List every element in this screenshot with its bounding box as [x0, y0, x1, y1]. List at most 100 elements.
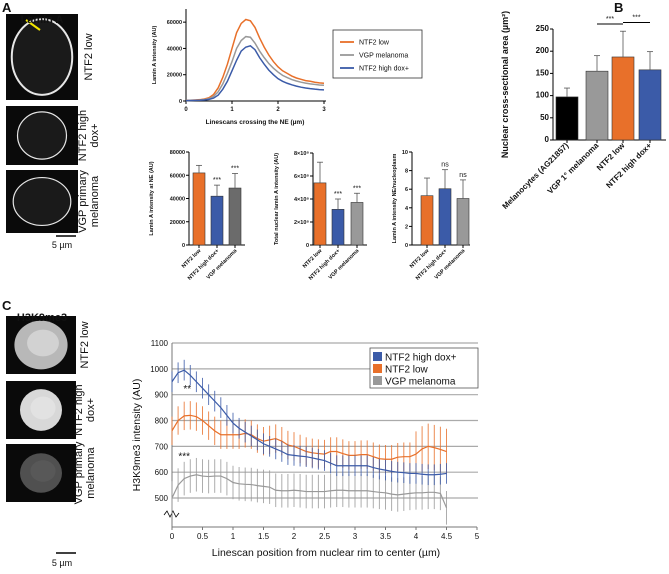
significance-label: ***: [231, 166, 239, 173]
bar: [438, 188, 452, 246]
legend: NTF2 low VGP melanoma NTF2 high dox+: [332, 29, 423, 79]
scale-bar-label: 5 µm: [52, 240, 72, 250]
y-axis-label: Lamin A intensity (AU): [152, 26, 158, 85]
nucleus-texture: [30, 396, 56, 420]
significance-label: ***: [632, 15, 640, 22]
y-tick-label: 6: [405, 187, 408, 193]
significance-label: **: [183, 384, 191, 395]
y-tick-label: 80000: [170, 150, 185, 156]
bar: [210, 195, 224, 246]
x-tick-label: 3.5: [380, 532, 392, 541]
significance-label: ns: [459, 172, 467, 179]
y-axis-label: Nuclear cross-sectional area (µm²): [500, 11, 510, 158]
y-tick-label: 50: [540, 113, 549, 122]
chart-lamin-ne: 0 20000 40000 60000 80000 Lamin A intensity a…: [149, 150, 245, 282]
nucleus-rim: [12, 176, 72, 227]
nucleus-texture: [30, 460, 56, 482]
legend-swatch: [373, 376, 382, 385]
x-tick-label: 3: [353, 532, 358, 541]
significance-label: ***: [178, 451, 190, 462]
bar: [585, 70, 609, 141]
series: [171, 401, 447, 477]
x-axis-label: Linescans crossing the NE (µm): [206, 119, 305, 126]
x-tick-label: 2: [276, 107, 280, 113]
legend-label: NTF2 low: [385, 365, 429, 376]
y-tick-label: 0: [182, 243, 185, 249]
bar: [420, 195, 434, 246]
y-tick-label: 100: [536, 91, 550, 100]
x-axis-label: Linescan position from nuclear rim to ce…: [212, 547, 440, 559]
chart-h3k9me3-linescan: 500 600 700 800 900 1000 1100 0 0.5 1 1.5 2 2.5 3 3.5 4…: [131, 339, 480, 559]
series-line: [185, 44, 325, 102]
chart-lamin-linescan: 0 20000 40000 60000 0 1 2 3 Lamin A intensity (A…: [152, 9, 423, 126]
series-line: [185, 18, 325, 102]
y-tick-label: 60000: [167, 20, 182, 26]
legend-label: NTF2 high dox+: [385, 353, 457, 364]
y-tick-label: 800: [155, 417, 169, 426]
series: [171, 457, 448, 525]
y-tick-label: 4×10⁸: [294, 197, 309, 203]
image-label: melanoma: [89, 175, 101, 227]
y-tick-label: 40000: [170, 197, 185, 203]
bar: [192, 172, 206, 246]
image-label: NTF2 low: [83, 33, 95, 80]
x-tick-label: 0.5: [197, 532, 209, 541]
image-label: dox+: [85, 398, 97, 422]
series-line: [171, 474, 448, 509]
x-tick-label: 3: [322, 107, 326, 113]
significance-label: ***: [606, 16, 614, 23]
y-axis-label: H3K9me3 intensity (AU): [131, 379, 143, 492]
y-tick-label: 4: [405, 206, 409, 212]
nucleus-texture: [27, 329, 59, 357]
significance-label: ***: [353, 185, 361, 192]
x-tick-label: 4: [414, 532, 419, 541]
y-tick-label: 20000: [170, 220, 185, 226]
y-axis-label: Total nuclear lamin A intensity (AU): [274, 153, 280, 245]
bar: [228, 187, 242, 246]
y-tick-label: 0: [405, 243, 408, 249]
bar: [456, 198, 470, 246]
image-label: melanoma: [85, 446, 97, 498]
micrograph: VGP primary melanoma: [6, 441, 97, 504]
y-tick-label: 10: [402, 150, 408, 156]
x-tick-label: 0: [170, 532, 175, 541]
micrograph: NTF2 high dox+: [6, 381, 97, 439]
x-tick-label: 1.5: [258, 532, 270, 541]
legend-swatch: [373, 352, 382, 361]
micrograph: VGP primary melanoma: [6, 170, 101, 233]
stain-title: H3K9me3: [17, 312, 67, 324]
legend-box: [332, 29, 423, 79]
image-label: VGP primary: [77, 170, 89, 233]
y-tick-label: 8×10⁸: [294, 151, 309, 157]
legend-box: [369, 347, 479, 389]
x-tick-label: 4.5: [441, 532, 453, 541]
nucleus-rim: [10, 18, 74, 96]
x-tick-label: 1: [230, 107, 234, 113]
y-tick-label: 8: [405, 169, 408, 175]
legend-label: NTF2 high dox+: [359, 66, 409, 73]
panel-label-a: A: [2, 0, 12, 15]
chart-nuclear-area: 0 50 100 150 200 250 Nuclear cross-sectional a…: [500, 11, 666, 211]
y-tick-label: 20000: [167, 73, 182, 79]
micrograph: NTF2 low: [6, 316, 91, 374]
x-tick-label: 1: [231, 532, 236, 541]
image-label: VGP primary: [73, 441, 85, 504]
x-tick-label: VGP 1° melanoma: [546, 141, 601, 196]
bar: [350, 202, 364, 246]
bar: [611, 56, 635, 141]
series: [171, 359, 447, 486]
significance-label: ***: [213, 177, 221, 184]
y-tick-label: 0: [545, 135, 550, 144]
image-label: NTF2 low: [79, 321, 91, 368]
legend-label: VGP melanoma: [385, 377, 456, 388]
legend-swatch: [373, 364, 382, 373]
significance-label: ***: [334, 191, 342, 198]
series-line: [171, 369, 447, 476]
y-tick-label: 0: [179, 99, 182, 105]
micrograph: NTF2 high dox+: [6, 106, 101, 165]
y-tick-label: 6×10⁸: [294, 174, 309, 180]
image-label: NTF2 high: [73, 384, 85, 435]
